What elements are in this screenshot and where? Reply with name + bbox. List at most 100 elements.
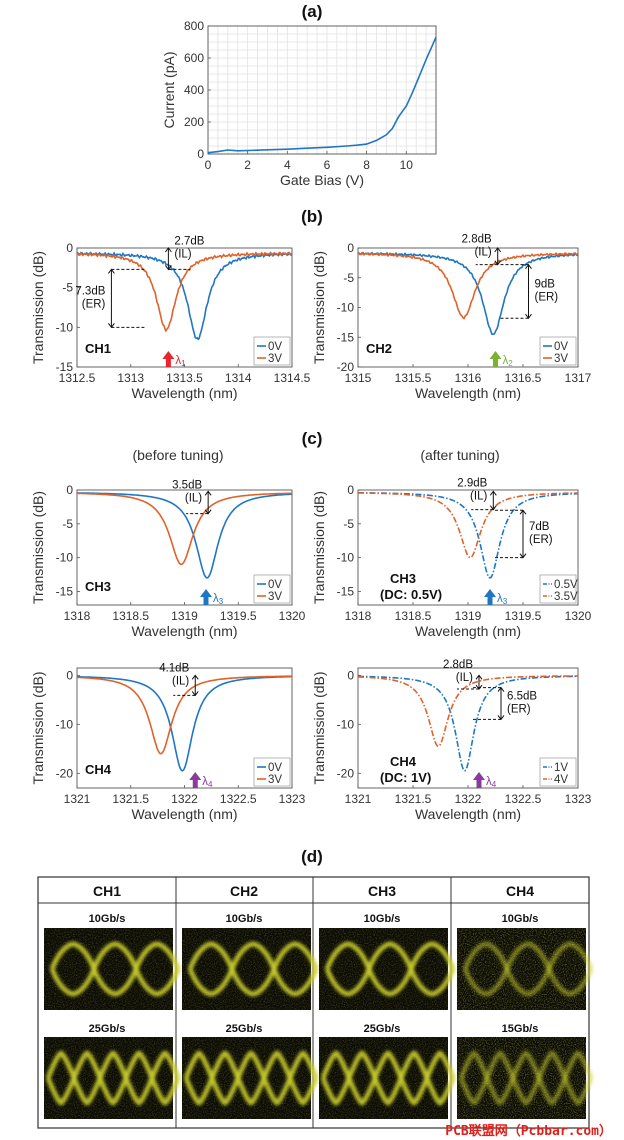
legend-entry: 3V [268, 353, 282, 365]
y-axis-label: Transmission (dB) [311, 491, 327, 604]
x-tick-label: 1313 [117, 371, 144, 385]
eye-rate-ch1-row1: 10Gb/s [89, 913, 126, 925]
channel-dc-label: (DC: 1V) [380, 770, 431, 785]
x-tick-label: 1319 [171, 609, 198, 623]
panel-b-label: (b) [301, 207, 323, 226]
legend-entry: 3V [268, 591, 282, 603]
x-tick-label: 1315 [345, 371, 372, 385]
chart-c-ch3-before-tuning: 1318 1318.5 1319 1319.5 1320 0 -5 -10 -15 Wavelen… [30, 480, 306, 639]
eye-diagram-noise [182, 928, 311, 1010]
arrow-head [494, 247, 502, 253]
y-tick-label: -20 [337, 360, 355, 374]
annotation-value: 3.5dB [172, 480, 202, 492]
y-tick-label: -15 [56, 360, 74, 374]
y-tick-label: -5 [343, 517, 354, 531]
x-axis-label: Wavelength (nm) [415, 385, 521, 401]
eye-rate-ch3-row2: 25Gb/s [364, 1023, 401, 1035]
y-tick-label: 0 [347, 668, 354, 682]
y-axis-label: Transmission (dB) [311, 671, 327, 784]
eye-rate-ch4-row2: 15Gb/s [502, 1023, 539, 1035]
y-tick-label: -5 [62, 517, 73, 531]
x-tick-label: 1323 [565, 792, 592, 806]
eye-diagram-noise [182, 1037, 311, 1119]
x-tick-label: 1323 [279, 792, 306, 806]
series-line-3V [77, 675, 292, 755]
eye-rate-ch3-row1: 10Gb/s [364, 913, 401, 925]
lambda-label: λ3 [213, 593, 224, 606]
x-tick-label: 2 [244, 158, 251, 172]
annotation-value: 2.8dB [443, 659, 473, 671]
y-tick-label: 0 [197, 147, 204, 161]
y-axis-label: Transmission (dB) [311, 251, 327, 364]
x-tick-label: 1322.5 [505, 792, 542, 806]
y-tick-label: 200 [184, 115, 204, 129]
x-tick-label: 1318.5 [395, 609, 432, 623]
x-tick-label: 1314.5 [274, 371, 311, 385]
x-tick-label: 1318 [64, 609, 91, 623]
x-tick-label: 1318 [345, 609, 372, 623]
legend-entry: 0V [268, 341, 282, 353]
series-line-4V [357, 675, 578, 748]
x-tick-label: 1320 [279, 609, 306, 623]
legend-entry: 3V [268, 774, 282, 786]
y-tick-label: 600 [184, 51, 204, 65]
legend-entry: 0V [268, 762, 282, 774]
eye-diagram-noise [44, 1037, 173, 1119]
arrow-head [164, 247, 172, 253]
x-tick-label: 1322 [455, 792, 482, 806]
subtitle-before-tuning: (before tuning) [132, 447, 223, 463]
annotation-value: 4.1dB [159, 662, 189, 674]
lambda-label: λ4 [486, 776, 497, 789]
legend-entry: 0V [554, 341, 568, 353]
y-tick-label: 0 [66, 483, 73, 497]
x-tick-label: 1315.5 [395, 371, 432, 385]
panel-c-label: (c) [302, 429, 323, 448]
annotation-type: (IL) [456, 672, 473, 684]
annotation-value: 6.5dB [507, 691, 537, 703]
x-tick-label: 4 [284, 158, 291, 172]
lambda-label: λ4 [202, 776, 213, 789]
channel-label: CH1 [85, 341, 111, 356]
x-tick-label: 1321 [345, 792, 372, 806]
arrow-head [475, 674, 483, 680]
legend-entry: 3.5V [554, 591, 578, 603]
y-tick-label: -15 [337, 584, 355, 598]
annotation-value: 2.7dB [174, 236, 204, 248]
x-axis-label: Gate Bias (V) [280, 172, 364, 188]
y-axis-label: Transmission (dB) [30, 671, 46, 784]
eye-rate-ch1-row2: 25Gb/s [89, 1023, 126, 1035]
y-tick-label: 400 [184, 83, 204, 97]
lambda-arrow [489, 351, 502, 367]
annotation-type: (ER) [82, 298, 106, 310]
eye-diagram-noise [44, 928, 173, 1010]
series-line-3V [357, 251, 579, 320]
panel-d-label: (d) [301, 847, 323, 866]
lambda-label: λ2 [503, 355, 514, 368]
legend-entry: 1V [554, 762, 568, 774]
channel-label: CH4 [390, 754, 417, 769]
eye-diagram-noise [457, 1037, 586, 1119]
y-tick-label: -10 [56, 551, 74, 565]
legend-box [539, 574, 577, 604]
chart-a-current-vs-gate-bias: 0 2 4 6 8 10 0 200 400 600 800 Gate Bias (V) Current… [161, 19, 437, 188]
arrow-head [204, 490, 212, 496]
x-tick-label: 1319 [455, 609, 482, 623]
eye-rate-ch4-row1: 10Gb/s [502, 913, 539, 925]
x-tick-label: 1321 [64, 792, 91, 806]
y-axis-label: Transmission (dB) [30, 491, 46, 604]
y-tick-label: -20 [56, 766, 74, 780]
annotation-value: 9dB [535, 278, 556, 290]
x-tick-label: 1321.5 [395, 792, 432, 806]
legend-entry: 0.5V [554, 579, 578, 591]
chart-b-ch1-spectrum: 1312.5 1313 1313.5 1314 1314.5 0 -5 -10 -15 Wavel… [30, 236, 311, 401]
x-axis-label: Wavelength (nm) [131, 385, 237, 401]
y-tick-label: 0 [347, 241, 354, 255]
channel-label: CH4 [85, 762, 112, 777]
x-tick-label: 1322.5 [220, 792, 257, 806]
x-tick-label: 1319.5 [505, 609, 542, 623]
subtitle-after-tuning: (after tuning) [420, 447, 499, 463]
x-tick-label: 1319.5 [220, 609, 257, 623]
eye-diagram-table: CH1 CH2 CH3 CH4 10Gb/s 10Gb/s 10Gb/s 10G… [37, 876, 594, 1129]
y-tick-label: -15 [337, 330, 355, 344]
annotation-type: (IL) [172, 675, 189, 687]
